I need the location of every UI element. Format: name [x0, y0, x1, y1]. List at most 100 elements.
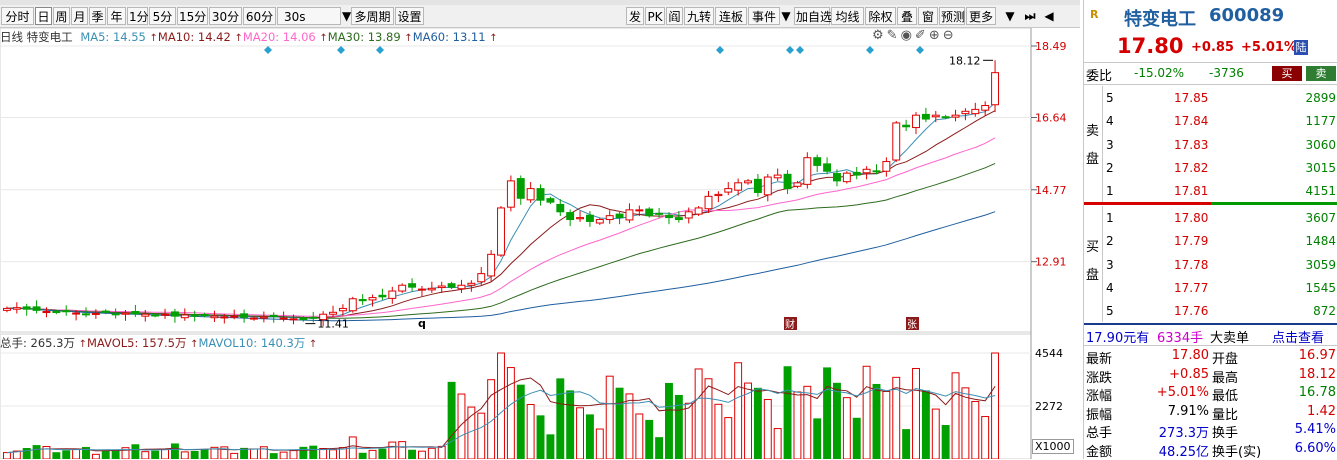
candle-body	[556, 203, 565, 213]
eye-icon[interactable]: ◉	[900, 28, 915, 43]
period-button[interactable]: 1分	[127, 7, 149, 25]
volume-bar	[299, 446, 308, 459]
stat-label: 开盘	[1212, 352, 1239, 367]
ask-price[interactable]: 17.83	[1174, 137, 1209, 152]
tool-button[interactable]: 九转	[684, 7, 714, 25]
last-price: 17.80	[1117, 34, 1184, 58]
volume-bar	[427, 447, 436, 459]
period-button[interactable]: 月	[71, 7, 88, 25]
volume-bar	[408, 449, 417, 459]
candle-body	[309, 316, 318, 319]
bid-price[interactable]: 17.78	[1174, 257, 1209, 272]
edit-icon[interactable]: ✐	[914, 28, 929, 43]
tool-button[interactable]: 除权	[865, 7, 896, 25]
event-dropdown-icon[interactable]: ▼	[781, 9, 791, 23]
period-button[interactable]: 60分	[243, 7, 276, 25]
tool-button[interactable]: 预测	[939, 7, 965, 25]
period-button[interactable]: 分时	[1, 7, 34, 25]
tool-button[interactable]: 均线	[831, 7, 864, 25]
bid-price[interactable]: 17.80	[1174, 211, 1209, 225]
buy-button[interactable]: 买	[1272, 66, 1302, 81]
bid-level: 2	[1106, 234, 1114, 249]
candle-body	[72, 312, 81, 315]
event-diamond-icon	[916, 46, 924, 54]
rank-icon: R	[1090, 8, 1099, 21]
jump-end-icon[interactable]: ⏭	[1024, 9, 1036, 23]
sell-button[interactable]: 卖	[1306, 66, 1336, 81]
tool-button[interactable]: 事件	[748, 7, 780, 25]
candle-body	[546, 198, 555, 203]
event-diamond-icon	[796, 46, 804, 54]
tool-button[interactable]: 加自选	[794, 7, 832, 25]
candle-body	[724, 188, 733, 193]
event-marker-box	[906, 317, 919, 330]
volume-bar	[259, 446, 268, 459]
tool-button[interactable]: 连板	[715, 7, 747, 25]
period-button[interactable]: 30分	[209, 7, 242, 25]
tool-button[interactable]: 叠	[897, 7, 917, 25]
tool-button[interactable]: 发	[626, 7, 644, 25]
settings-icon[interactable]: ⚙	[872, 28, 887, 43]
period-button[interactable]: 周	[53, 7, 70, 25]
bid-level: 3	[1106, 257, 1114, 272]
stat-value: 6.60%	[1294, 440, 1336, 456]
period-button[interactable]: 季	[89, 7, 106, 25]
dropdown-arrow-icon[interactable]: ▼	[342, 9, 352, 23]
weibi-num: -3736	[1209, 66, 1244, 80]
volume-bar	[912, 367, 920, 459]
period-button[interactable]: 15分	[177, 7, 208, 25]
stat-value: 1.42	[1307, 403, 1336, 419]
low-price-label: 11.41	[317, 318, 349, 331]
stat-label: 总手	[1086, 426, 1113, 441]
period-button[interactable]: 5分	[149, 7, 176, 25]
candle-body	[674, 217, 683, 221]
candle-body	[833, 173, 841, 182]
zoom-in-icon[interactable]: ⊕	[928, 28, 943, 43]
period-button[interactable]: 设置	[395, 7, 424, 25]
volume-bar	[388, 441, 397, 459]
candle-body	[714, 193, 723, 197]
volume-bar	[734, 362, 743, 459]
bid-vol: 872	[1313, 304, 1336, 319]
volume-bar	[783, 366, 792, 459]
period-button[interactable]: 日	[35, 7, 52, 25]
bid-price[interactable]: 17.76	[1174, 304, 1209, 319]
period-button[interactable]: 多周期	[351, 7, 394, 25]
kline-chart[interactable]: 18.49 16.64 14.77 12.91 4544 2272 18.12 11.41 q 财…	[0, 28, 1080, 459]
price-tick-label: 18.49	[1035, 40, 1067, 53]
bid-price[interactable]: 17.77	[1174, 280, 1209, 295]
ask-price[interactable]: 17.81	[1174, 184, 1209, 199]
chart-title: 日线 特变电工	[0, 30, 73, 44]
bigorder-link[interactable]: 点击查看	[1272, 331, 1325, 346]
bid-price[interactable]: 17.79	[1174, 234, 1209, 249]
tool-button[interactable]: 更多	[966, 7, 996, 25]
tool-button[interactable]: 阎	[666, 7, 683, 25]
bid-side-label: 买盘	[1086, 240, 1100, 283]
event-diamond-icon	[264, 46, 272, 54]
vol-total-label: 总手: 265.3万	[0, 336, 75, 350]
period-button[interactable]: 年	[107, 7, 126, 25]
tool-button[interactable]: PK	[645, 7, 665, 25]
ask-price[interactable]: 17.82	[1174, 160, 1209, 175]
period-button[interactable]: 30s	[277, 7, 341, 25]
volume-bar	[52, 452, 61, 459]
candle-body	[941, 116, 950, 119]
pen-icon[interactable]: ✎	[886, 28, 901, 43]
price-pane-frame	[0, 28, 1032, 333]
tool-button[interactable]: 窗	[918, 7, 938, 25]
volume-bar	[329, 449, 337, 459]
zoom-out-icon[interactable]: ⊖	[942, 28, 957, 43]
kline-svg[interactable]: 18.49 16.64 14.77 12.91 4544 2272 18.12 11.41 q 财…	[0, 28, 1080, 459]
candle-body	[981, 105, 990, 111]
candle-body	[279, 317, 288, 320]
scroll-right-icon[interactable]: ◀	[1044, 9, 1054, 23]
ask-price[interactable]: 17.84	[1174, 114, 1209, 129]
divider	[1102, 206, 1103, 322]
stat-label: 换手	[1212, 426, 1239, 441]
more-dropdown-icon[interactable]: ▼	[1005, 9, 1015, 23]
volume-bar	[645, 419, 654, 459]
market-tag[interactable]: 陆	[1294, 40, 1308, 55]
stat-label: 振幅	[1086, 407, 1113, 423]
volume-bar	[862, 365, 871, 459]
ask-price[interactable]: 17.85	[1174, 91, 1209, 105]
